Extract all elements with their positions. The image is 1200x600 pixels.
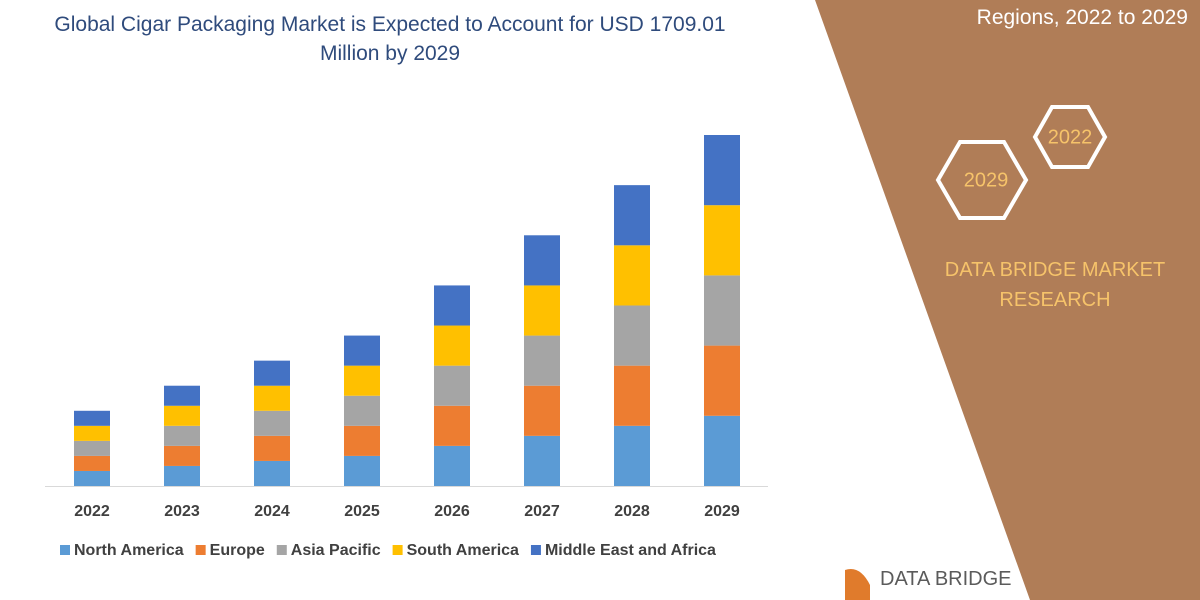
legend-swatch bbox=[276, 545, 287, 555]
bar-segment bbox=[344, 455, 380, 486]
x-tick-label: 2024 bbox=[254, 503, 290, 520]
brand: DATA BRIDGE MARKET RESEARCH bbox=[944, 259, 1166, 311]
x-tick-label: 2028 bbox=[614, 503, 650, 520]
bar-segment bbox=[164, 385, 200, 406]
bar-segment bbox=[254, 460, 290, 486]
bar-segment bbox=[704, 205, 740, 276]
legend-swatch bbox=[195, 545, 206, 555]
bar-segment bbox=[74, 425, 110, 441]
hexagon-label: 2022 bbox=[1048, 126, 1093, 148]
bar-segment bbox=[524, 335, 560, 386]
bar-segment bbox=[434, 445, 470, 486]
legend-label: North America bbox=[74, 542, 184, 559]
bar-segment bbox=[704, 345, 740, 416]
side-panel bbox=[815, 0, 1200, 600]
x-tick-label: 2029 bbox=[704, 503, 740, 520]
bar-segment bbox=[614, 185, 650, 246]
bar-segment bbox=[614, 245, 650, 306]
bar-segment bbox=[254, 435, 290, 461]
hexagon bbox=[935, 140, 1029, 220]
bar-segment bbox=[344, 365, 380, 396]
bar-segment bbox=[704, 135, 740, 206]
legend-label: Europe bbox=[210, 542, 265, 559]
bar-segment bbox=[704, 415, 740, 486]
bar-segment bbox=[164, 465, 200, 486]
legend-swatch bbox=[60, 545, 70, 555]
bar-segment bbox=[344, 425, 380, 456]
legend-swatch bbox=[392, 545, 403, 555]
bar-segment bbox=[74, 470, 110, 486]
x-tick-label: 2027 bbox=[524, 503, 560, 520]
bar-segment bbox=[704, 275, 740, 346]
hexagon bbox=[1032, 105, 1108, 169]
logo-text: DATA BRIDGE bbox=[880, 568, 1012, 590]
bar-segment bbox=[614, 365, 650, 426]
bar-segment bbox=[164, 445, 200, 466]
legend-label: Middle East and Africa bbox=[545, 542, 716, 559]
legend-swatch bbox=[530, 545, 541, 555]
bar-segment bbox=[74, 410, 110, 426]
bar-segment bbox=[524, 385, 560, 436]
bar-segment bbox=[74, 440, 110, 456]
chart-title: Global Cigar Packaging Market is Expecte… bbox=[54, 13, 726, 65]
bar-segment bbox=[254, 385, 290, 411]
subtitle: Regions, 2022 to 2029 bbox=[976, 6, 1188, 29]
logo-icon bbox=[845, 569, 870, 600]
bar-segment bbox=[524, 435, 560, 486]
x-tick-label: 2025 bbox=[344, 503, 380, 520]
x-tick-label: 2026 bbox=[434, 503, 470, 520]
bar-segment bbox=[74, 455, 110, 471]
bar-segment bbox=[254, 410, 290, 436]
legend-label: South America bbox=[407, 542, 519, 559]
bar-segment bbox=[344, 335, 380, 366]
x-tick-label: 2023 bbox=[164, 503, 200, 520]
bar-segment bbox=[434, 325, 470, 366]
bar-segment bbox=[434, 405, 470, 446]
bar-segment bbox=[164, 405, 200, 426]
bar-segment bbox=[614, 425, 650, 486]
legend-label: Asia Pacific bbox=[291, 542, 381, 559]
bar-segment bbox=[524, 235, 560, 286]
hexagon-label: 2029 bbox=[964, 169, 1009, 191]
bar-segment bbox=[254, 360, 290, 386]
bar-segment bbox=[344, 395, 380, 426]
bar-segment bbox=[614, 305, 650, 366]
bar-segment bbox=[434, 285, 470, 326]
bar-segment bbox=[524, 285, 560, 336]
bar-segment bbox=[434, 365, 470, 406]
bar-segment bbox=[164, 425, 200, 446]
x-tick-label: 2022 bbox=[74, 503, 110, 520]
